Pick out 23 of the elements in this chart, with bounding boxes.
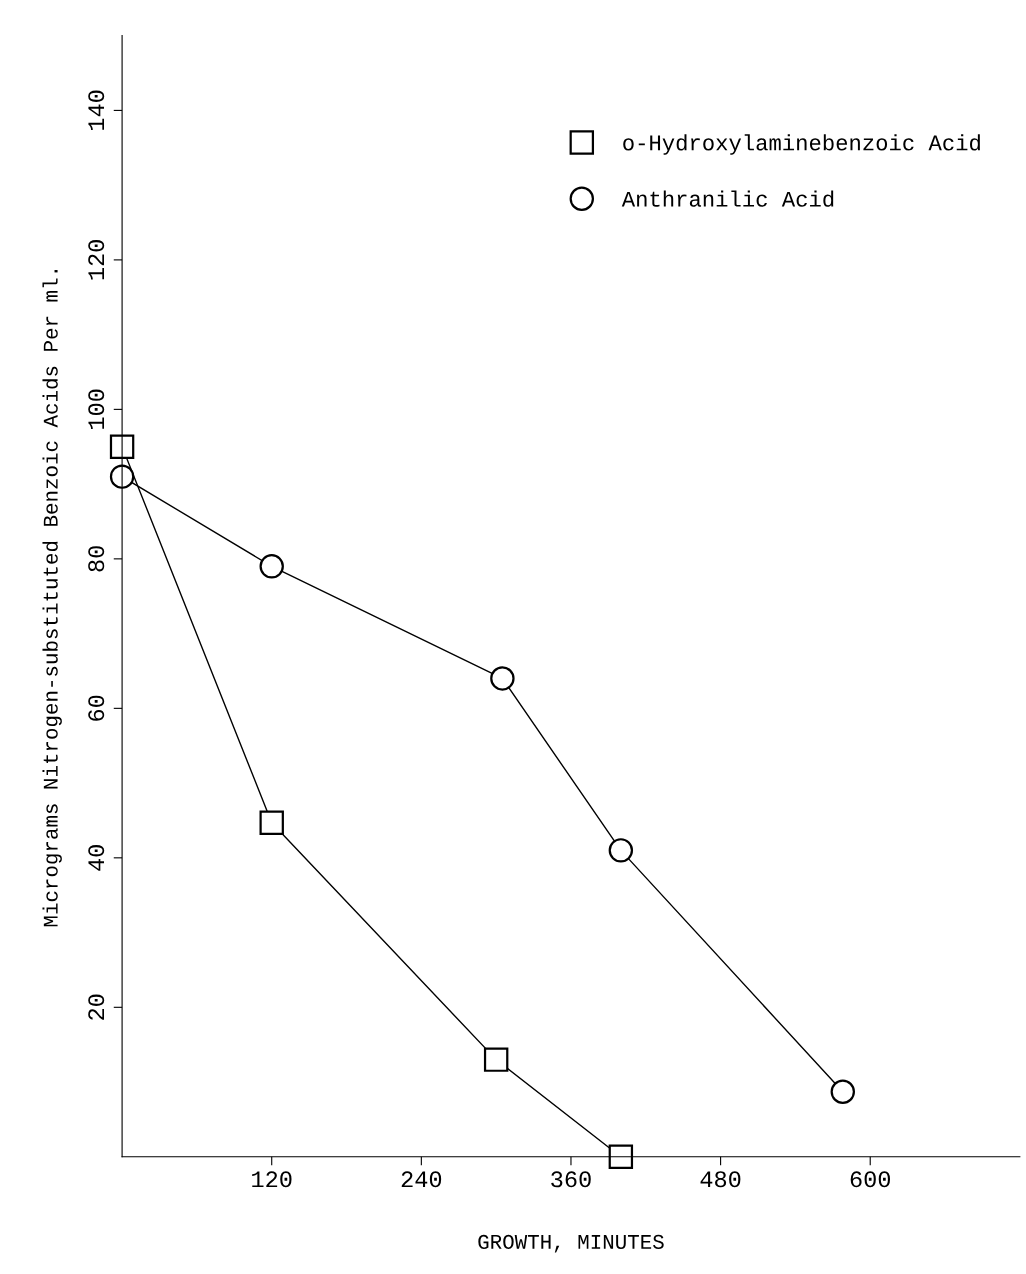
point: [490, 666, 515, 691]
point: [830, 1079, 856, 1104]
point: [608, 1144, 634, 1170]
y-tick-label: 100: [88, 389, 105, 429]
x-tick-label: 360: [551, 1171, 591, 1188]
x-tick-label: 480: [700, 1171, 741, 1188]
y-tick-label: 80: [88, 546, 105, 572]
point: [259, 810, 284, 835]
y-tick-label: 120: [88, 240, 105, 280]
x-tick-label: 240: [401, 1171, 442, 1188]
legend-label: o-Hydroxylaminebenzoic Acid: [623, 134, 980, 155]
x-tick-label: 120: [252, 1171, 292, 1188]
point: [608, 838, 634, 863]
legend-label: Anthranilic Acid: [621, 190, 834, 207]
y-tick-label: 20: [88, 994, 105, 1020]
y-axis-title: Micrograms Nitrogen-substituted Benzoic Acids Per ml.: [42, 270, 62, 927]
x-tick-label: 600: [850, 1171, 891, 1188]
x-axis-title: GROWTH, MINUTES: [478, 1234, 664, 1253]
y-tick-label: 40: [88, 845, 105, 871]
point: [483, 1047, 509, 1072]
y-tick-label: 60: [88, 695, 105, 721]
y-tick-label: 140: [88, 90, 105, 130]
point: [259, 554, 284, 579]
